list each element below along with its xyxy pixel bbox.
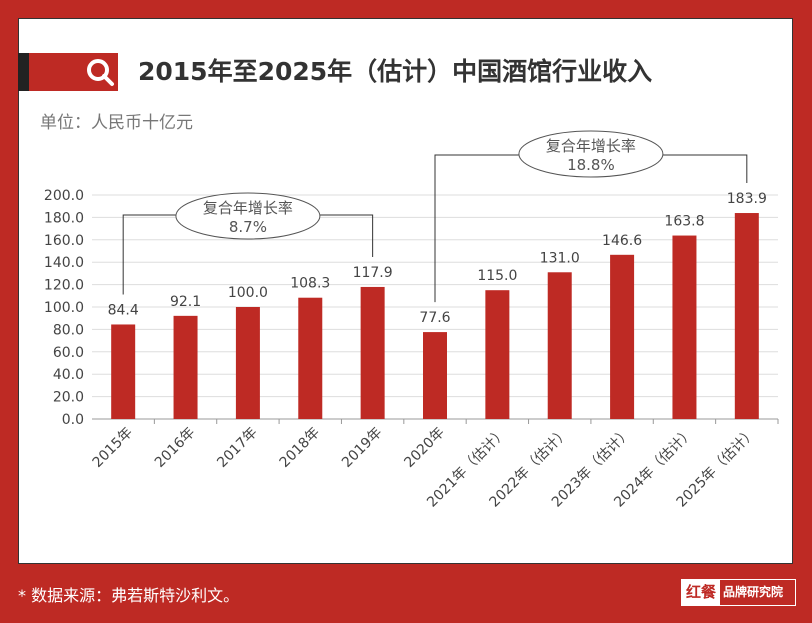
data-label: 131.0 [540,250,580,266]
bar [672,235,697,419]
data-label: 84.4 [108,302,139,318]
cagr-value: 8.7% [229,218,267,236]
y-tick-label: 140.0 [44,255,84,271]
data-label: 146.6 [602,233,642,249]
y-tick-label: 20.0 [53,390,84,406]
y-tick-label: 60.0 [53,345,84,361]
y-tick-label: 180.0 [44,210,84,226]
bar [734,213,759,419]
x-tick-label: 2018年 [277,425,323,471]
y-tick-label: 200.0 [44,188,84,204]
bar [111,324,136,419]
y-tick-label: 0.0 [62,412,84,428]
data-label: 115.0 [477,268,517,284]
cagr-value: 18.8% [567,156,615,174]
data-label: 117.9 [353,265,393,281]
data-label: 92.1 [170,294,201,310]
logo-mark: 红餐 [682,580,720,605]
y-tick-label: 40.0 [53,367,84,383]
brand-logo: 红餐 品牌研究院 [681,579,796,606]
x-tick-label: 2020年 [401,425,447,471]
bar [423,332,447,419]
chart-panel [18,18,793,564]
bar [235,307,260,419]
data-label: 100.0 [228,285,268,301]
data-label: 77.6 [419,310,450,326]
x-tick-label: 2016年 [152,425,198,471]
x-tick-label: 2015年 [90,425,136,471]
bar [360,286,385,419]
data-label: 108.3 [290,276,330,292]
y-tick-label: 160.0 [44,233,84,249]
cagr-ellipse [175,192,321,240]
search-icon [87,59,114,86]
bar [610,254,635,419]
bar [547,272,572,419]
cagr-ellipse [518,130,664,178]
unit-label: 单位：人民币十亿元 [40,113,193,133]
cagr-label: 复合年增长率 [546,137,636,155]
title-tag [18,53,118,91]
bar [298,297,323,419]
logo-text: 品牌研究院 [723,585,784,599]
y-tick-label: 80.0 [53,322,84,338]
page-title: 2015年至2025年（估计）中国酒馆行业收入 [138,57,653,86]
x-tick-label: 2019年 [339,425,385,471]
y-tick-label: 100.0 [44,300,84,316]
data-label: 183.9 [727,191,767,207]
source-note: * 数据来源：弗若斯特沙利文。 [18,586,240,605]
bar [173,315,198,419]
cagr-label: 复合年增长率 [203,199,293,217]
x-tick-label: 2017年 [214,425,260,471]
bar [485,290,510,419]
y-tick-label: 120.0 [44,278,84,294]
data-label: 163.8 [664,214,704,230]
